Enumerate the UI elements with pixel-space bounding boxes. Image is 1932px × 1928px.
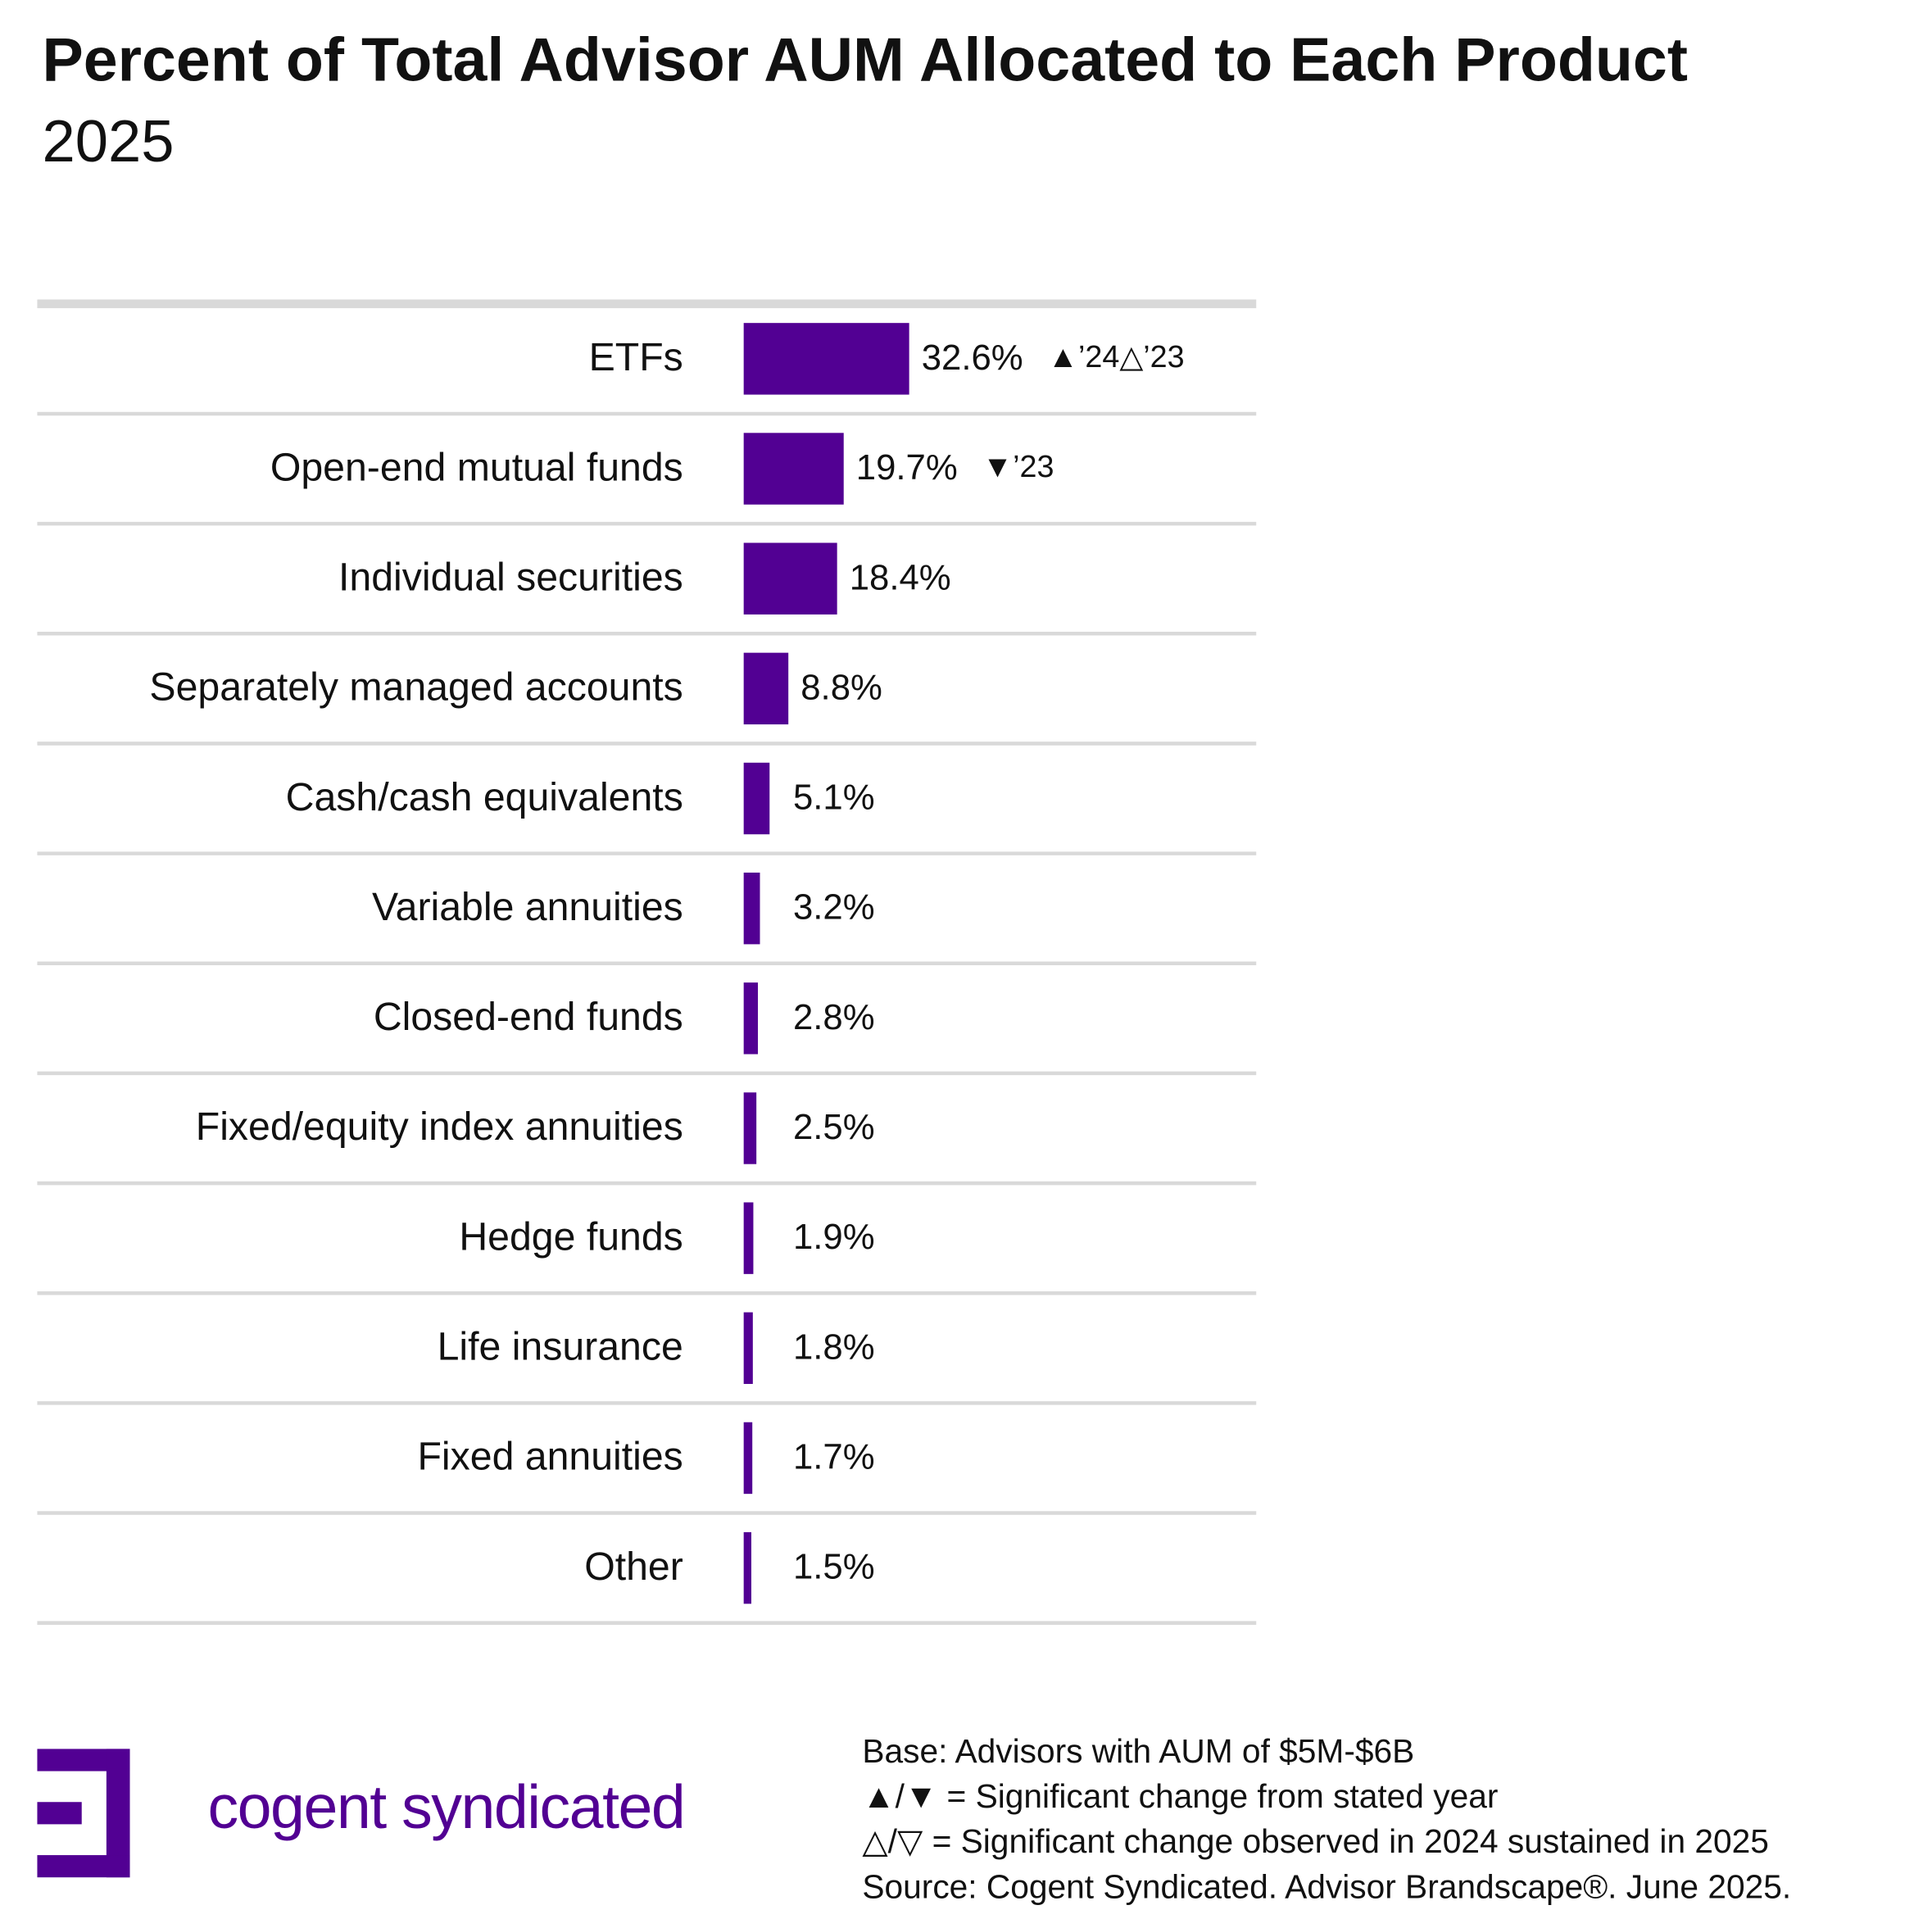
- bar: [743, 982, 759, 1055]
- bar: [743, 1092, 757, 1164]
- bar: [743, 762, 770, 835]
- logo-text: cogent syndicated: [207, 1772, 684, 1841]
- category-label: Individual securities: [338, 555, 683, 599]
- value-label: 5.1%: [793, 778, 875, 818]
- footnote: △/▽ = Significant change observed in 202…: [862, 1822, 1769, 1860]
- value-label: 32.6%: [922, 338, 1023, 378]
- significance-marker: ▼’23: [982, 449, 1054, 483]
- chart-subtitle: 2025: [42, 109, 174, 175]
- bar: [743, 433, 844, 505]
- logo-icon: [37, 1749, 130, 1878]
- bar: [743, 1312, 753, 1385]
- value-label: 2.8%: [793, 997, 875, 1037]
- bar: [743, 1422, 753, 1495]
- value-label: 18.4%: [850, 557, 951, 597]
- value-label: 1.7%: [793, 1437, 875, 1477]
- category-label: Open-end mutual funds: [270, 445, 683, 489]
- category-label: Cash/cash equivalents: [286, 775, 683, 819]
- value-label: 8.8%: [800, 667, 882, 707]
- category-label: Hedge funds: [459, 1214, 683, 1259]
- significance-marker: ▲’24△’23: [1048, 339, 1185, 374]
- bar: [743, 1202, 754, 1274]
- category-label: ETFs: [589, 335, 683, 379]
- category-label: Fixed annuities: [417, 1435, 683, 1479]
- bar: [743, 542, 837, 615]
- value-label: 1.9%: [793, 1217, 875, 1257]
- category-label: Separately managed accounts: [149, 665, 683, 710]
- category-label: Other: [584, 1545, 683, 1589]
- category-label: Closed-end funds: [374, 995, 683, 1039]
- value-label: 1.5%: [793, 1547, 875, 1587]
- value-label: 19.7%: [856, 447, 958, 488]
- footnote: Source: Cogent Syndicated. Advisor Brand…: [862, 1867, 1791, 1905]
- bar: [743, 1531, 751, 1604]
- bar: [743, 652, 789, 725]
- bar: [743, 323, 909, 395]
- bar: [743, 872, 760, 945]
- footnote: ▲/▼ = Significant change from stated yea…: [862, 1777, 1498, 1815]
- footnote: Base: Advisors with AUM of $5M-$6B: [862, 1732, 1414, 1770]
- category-label: Fixed/equity index annuities: [196, 1105, 683, 1149]
- category-label: Life insurance: [438, 1325, 683, 1369]
- value-label: 2.5%: [793, 1107, 875, 1147]
- value-label: 1.8%: [793, 1327, 875, 1367]
- category-label: Variable annuities: [372, 885, 683, 929]
- value-label: 3.2%: [793, 887, 875, 928]
- chart-title: Percent of Total Advisor AUM Allocated t…: [42, 25, 1687, 93]
